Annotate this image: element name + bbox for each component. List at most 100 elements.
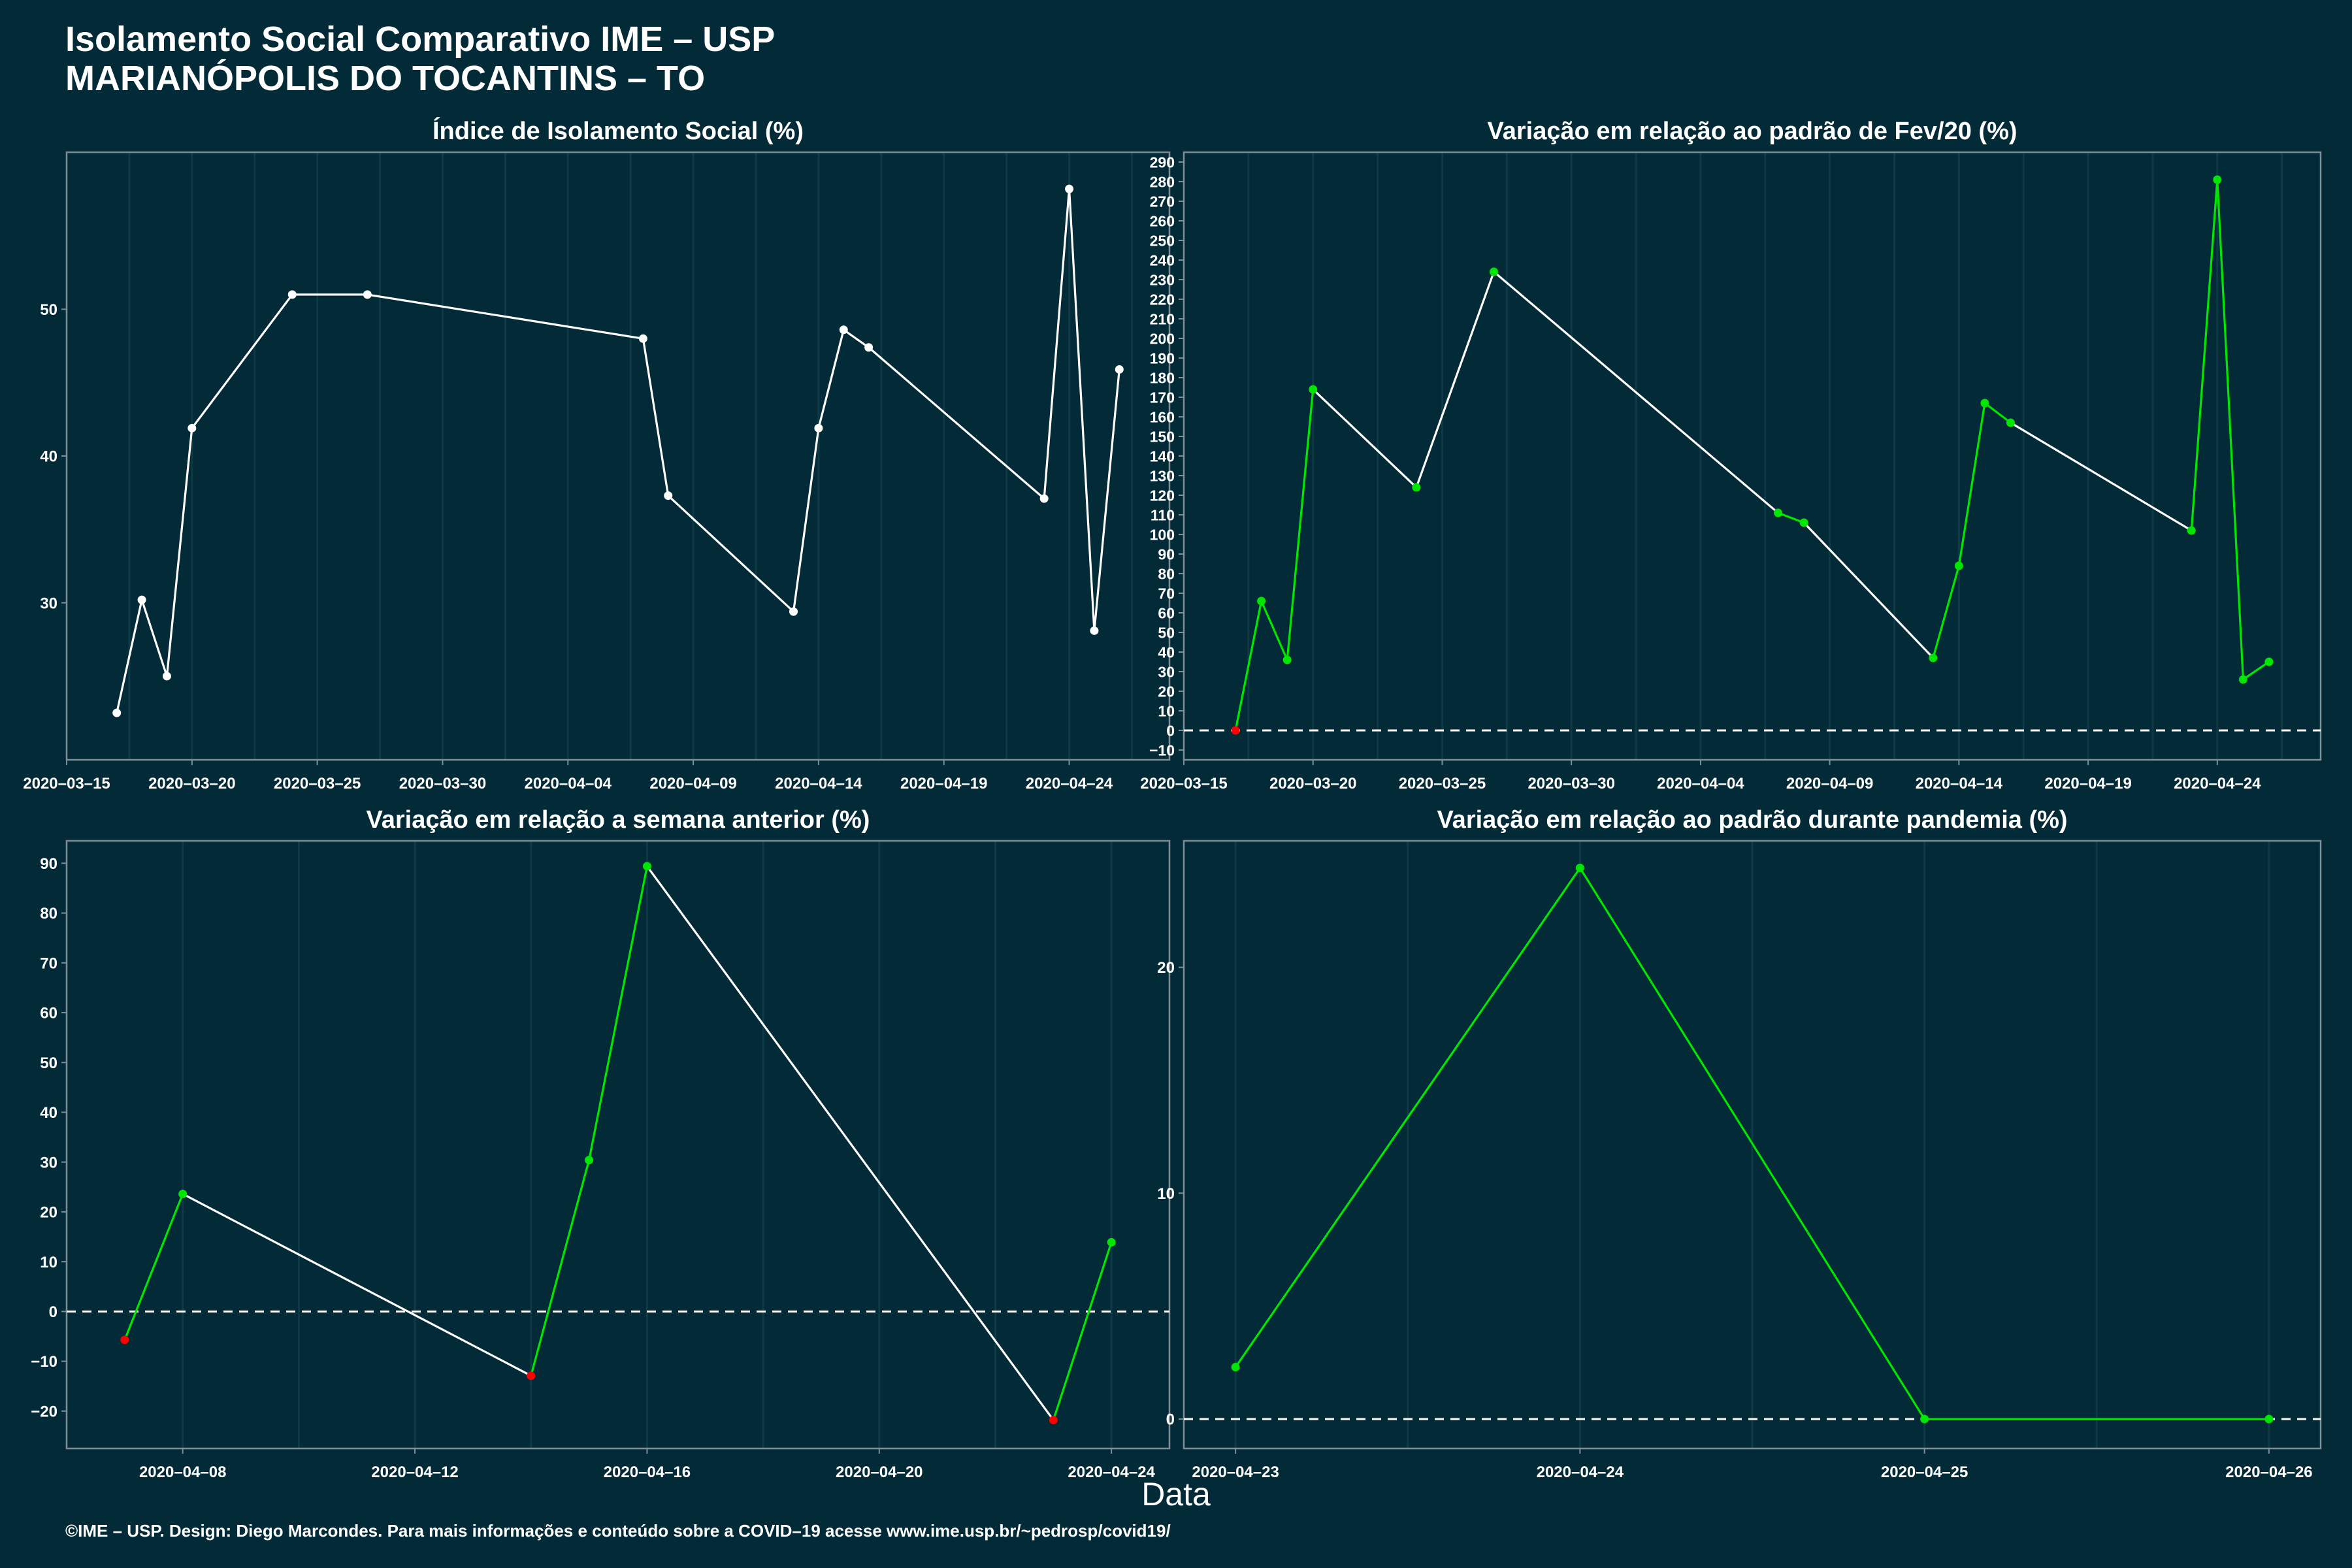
series-segment: [1234, 600, 1263, 732]
series-segment: [1984, 402, 2012, 424]
y-tick-label: 70: [1158, 585, 1175, 602]
y-tick-label: 260: [1150, 212, 1175, 229]
series-segment: [645, 865, 1054, 1422]
y-tick-label: 110: [1151, 506, 1175, 523]
x-tick-label: 2020–04–04: [525, 775, 612, 792]
data-point: [1954, 561, 1963, 570]
x-tick-label: 2020–03–20: [148, 775, 235, 792]
x-tick-label: 2020–04–24: [1026, 775, 1113, 792]
data-point: [2187, 526, 2196, 535]
series-segment: [868, 346, 1045, 500]
x-tick-label: 2020–04–19: [2044, 775, 2131, 792]
data-point: [1980, 399, 1989, 408]
y-tick-label: 10: [1157, 1185, 1175, 1203]
y-tick-label: 0: [49, 1303, 57, 1321]
data-point: [137, 595, 146, 604]
series-segment: [1578, 866, 1926, 1420]
y-tick-label: 130: [1150, 467, 1175, 484]
data-point: [1774, 508, 1783, 517]
chart-title: Variação em relação a semana anterior (%…: [367, 806, 870, 834]
data-point: [1090, 626, 1099, 635]
panel-frame: [1183, 840, 2322, 1450]
y-tick-label: 20: [40, 1204, 57, 1222]
y-tick-label: 60: [1158, 604, 1175, 621]
data-point: [1282, 655, 1292, 664]
data-point: [1920, 1414, 1929, 1424]
y-tick-label: 40: [40, 1104, 57, 1122]
series-segment: [842, 329, 870, 349]
y-tick-label: 90: [40, 855, 57, 873]
chart-panel-isolation-index: Índice de Isolamento Social (%) 30 40 50 202…: [23, 116, 1171, 792]
data-point: [1309, 385, 1318, 394]
y-tick-label: 20: [1158, 683, 1175, 700]
series-segment: [1776, 512, 1805, 524]
y-tick-label: 50: [40, 1054, 57, 1072]
series-segment: [1068, 188, 1096, 632]
y-tick-label: 40: [1158, 644, 1175, 661]
series-segment: [1043, 188, 1071, 500]
chart-panel-variation-previous-week: Variação em relação a semana anterior (%…: [31, 806, 1171, 1481]
series-segment: [792, 427, 820, 613]
page-title: Isolamento Social Comparativo IME – USP: [65, 20, 776, 59]
series-segment: [1260, 600, 1288, 661]
series-segment: [1093, 368, 1120, 632]
data-point: [2238, 675, 2247, 684]
x-tick-label: 2020–04–19: [900, 775, 987, 792]
y-tick-label: 190: [1150, 350, 1175, 367]
y-tick-label: 280: [1150, 173, 1175, 190]
series-segment: [2242, 661, 2270, 681]
y-tick-label: 50: [1158, 624, 1175, 641]
chart-title: Índice de Isolamento Social (%): [433, 116, 804, 145]
y-tick-label: 230: [1150, 271, 1175, 288]
page-subtitle: MARIANÓPOLIS DO TOCANTINS – TO: [65, 59, 706, 98]
x-tick-label: 2020–04–14: [1916, 775, 2003, 792]
series-segment: [140, 598, 169, 678]
y-tick-label: 140: [1150, 448, 1175, 465]
data-point: [814, 423, 823, 433]
series-segment: [1957, 402, 1986, 567]
y-tick-label: −10: [31, 1353, 57, 1371]
x-tick-label: 2020–04–16: [604, 1463, 691, 1481]
y-tick-label: 220: [1150, 291, 1175, 308]
series-segment: [2216, 178, 2244, 681]
y-tick-label: 210: [1150, 310, 1175, 327]
x-tick-label: 2020–03–15: [1140, 775, 1227, 792]
y-tick-label: 290: [1150, 154, 1175, 171]
y-tick-label: 80: [1158, 565, 1175, 582]
series-segment: [1286, 388, 1315, 661]
chart-title: Variação em relação ao padrão de Fev/20 …: [1487, 118, 2017, 145]
series-segment: [165, 427, 193, 678]
y-tick-label: 80: [40, 905, 57, 923]
data-point: [2213, 175, 2222, 184]
x-tick-label: 2020–04–20: [836, 1463, 923, 1481]
y-tick-label: 240: [1150, 252, 1175, 269]
y-tick-label: 10: [40, 1254, 57, 1271]
y-tick-label: 250: [1150, 232, 1175, 249]
data-point: [1065, 184, 1074, 193]
x-tick-label: 2020–04–09: [649, 775, 736, 792]
y-tick-label: 0: [1166, 1411, 1175, 1429]
y-tick-label: 170: [1150, 389, 1175, 406]
x-tick-label: 2020–04–09: [1786, 775, 1873, 792]
series-segment: [366, 293, 644, 340]
y-tick-label: 30: [40, 595, 57, 612]
chart-title: Variação em relação ao padrão durante pa…: [1437, 806, 2067, 834]
series-segment: [1932, 564, 1960, 659]
data-point: [839, 325, 848, 335]
data-point: [363, 290, 372, 299]
data-point: [162, 672, 171, 681]
data-point: [1799, 518, 1808, 527]
series-segment: [1803, 521, 1935, 659]
x-tick-label: 2020–04–08: [139, 1463, 226, 1481]
data-point: [864, 343, 874, 352]
series-segment: [1492, 270, 1780, 514]
data-point: [585, 1156, 594, 1165]
y-tick-label: 30: [40, 1154, 57, 1171]
data-point: [2006, 418, 2015, 427]
x-tick-label: 2020–04–24: [1068, 1463, 1155, 1481]
data-point: [1115, 365, 1124, 374]
y-tick-label: 90: [1158, 546, 1175, 563]
y-tick-label: 180: [1150, 369, 1175, 386]
data-point: [664, 491, 673, 500]
